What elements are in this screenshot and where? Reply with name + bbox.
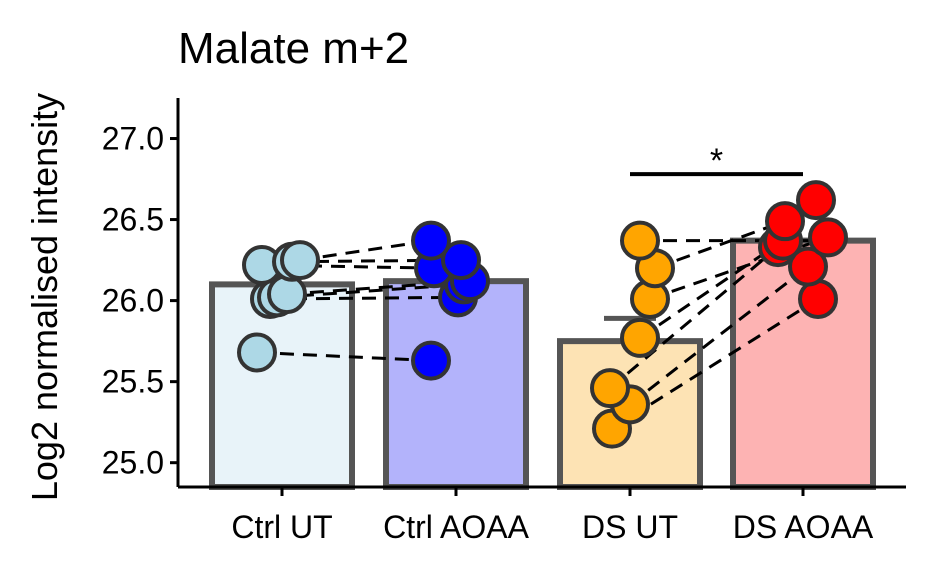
point-ds-aoaa-1 xyxy=(788,246,828,287)
point-ctrl-aoaa-0 xyxy=(411,340,451,381)
paired-line-1-1 xyxy=(629,265,809,406)
point-ctrl-aoaa-5 xyxy=(441,240,481,281)
y-tick-label-4: 27.0 xyxy=(102,121,164,157)
y-tick-label-3: 26.5 xyxy=(102,202,164,238)
significance-label-0: * xyxy=(710,142,723,180)
paired-line-1-2 xyxy=(609,245,779,390)
point-ds-aoaa-6 xyxy=(796,180,836,221)
paired-line-0-3 xyxy=(286,279,471,296)
y-tick-label-1: 25.5 xyxy=(102,364,164,400)
point-ds-ut-2 xyxy=(590,368,630,409)
point-ctrl-ut-0 xyxy=(237,332,277,373)
paired-line-1-0 xyxy=(611,297,819,430)
x-tick-label-ds-ut: DS UT xyxy=(582,509,678,545)
paired-line-1-4 xyxy=(649,235,829,301)
point-ctrl-ut-6 xyxy=(280,240,320,281)
paired-line-0-2 xyxy=(276,282,465,299)
chart-title: Malate m+2 xyxy=(178,24,409,73)
point-ds-ut-6 xyxy=(620,220,660,261)
bar-ctrl-ut xyxy=(209,281,355,491)
x-tick-label-ctrl-aoaa: Ctrl AOAA xyxy=(383,509,529,545)
point-ds-aoaa-5 xyxy=(765,201,805,242)
paired-line-1-3 xyxy=(639,239,784,340)
annotations-layer: * xyxy=(630,142,803,180)
x-tick-label-ds-aoaa: DS AOAA xyxy=(733,509,874,545)
point-ds-aoaa-4 xyxy=(808,217,848,258)
bars-layer xyxy=(209,237,876,491)
axes-layer: 25.0 25.5 26.0 26.5 27.0 Ctrl UT Ctrl AOAA DS U… xyxy=(102,98,906,545)
point-ds-ut-3 xyxy=(620,317,660,358)
bar-ds-aoaa xyxy=(730,237,876,490)
paired-line-1-5 xyxy=(654,219,786,270)
y-tick-label-2: 26.0 xyxy=(102,283,164,319)
points-layer xyxy=(237,180,848,449)
point-ctrl-ut-3 xyxy=(267,274,307,315)
point-ctrl-aoaa-6 xyxy=(411,220,451,261)
y-tick-label-0: 25.0 xyxy=(102,445,164,481)
y-axis-label: Log2 normalised intensity xyxy=(24,93,65,501)
x-tick-label-ctrl-ut: Ctrl UT xyxy=(231,509,332,545)
paired-line-0-0 xyxy=(256,350,432,363)
